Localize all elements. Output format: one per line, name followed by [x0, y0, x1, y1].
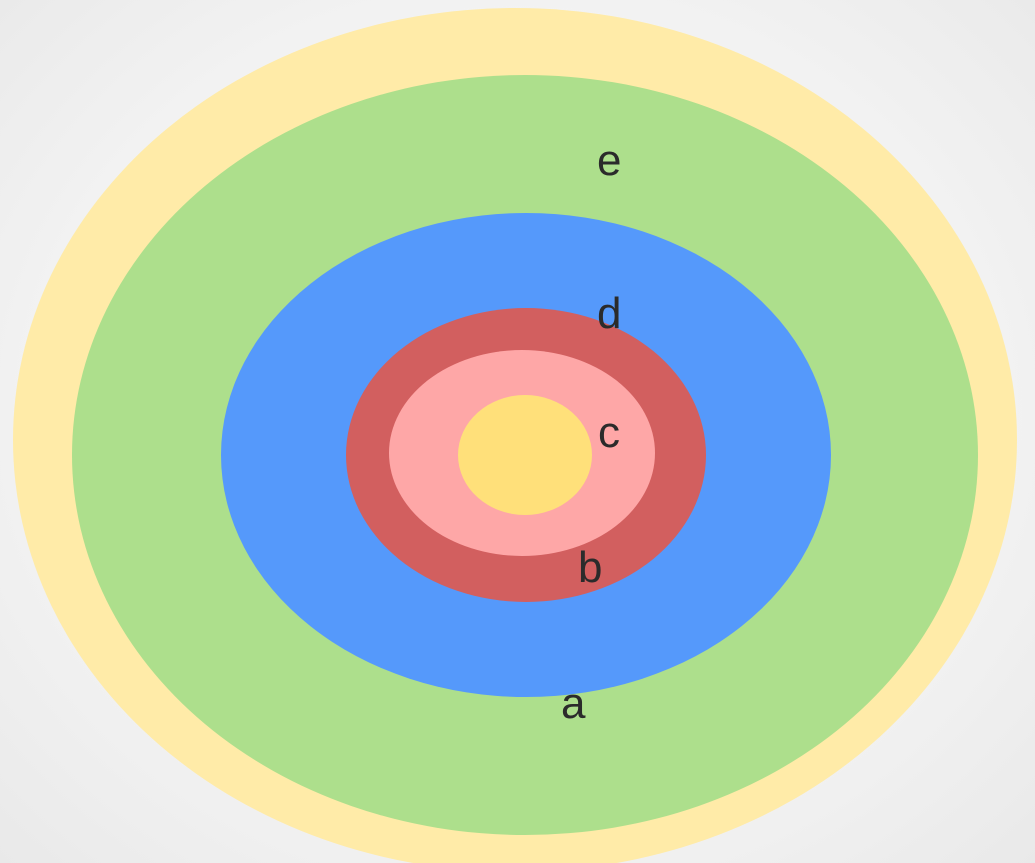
label-c: c: [598, 408, 620, 457]
label-a: a: [561, 679, 586, 728]
ring-core-yellow: [458, 395, 592, 515]
label-e: e: [597, 136, 621, 185]
label-d: d: [597, 289, 621, 338]
label-b: b: [578, 543, 602, 592]
